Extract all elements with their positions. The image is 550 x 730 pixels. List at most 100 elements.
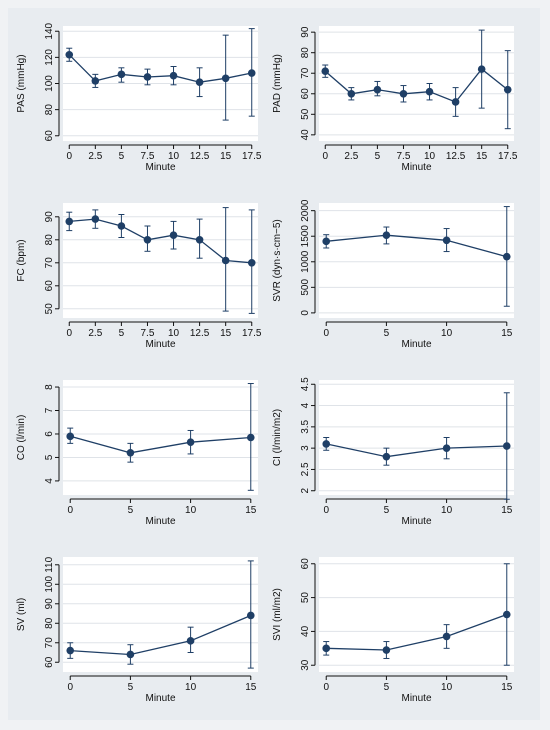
data-point <box>195 78 204 86</box>
y-tick-label: 80 <box>300 47 311 59</box>
x-axis-title: Minute <box>145 693 175 704</box>
y-tick-label: 4 <box>300 402 311 408</box>
y-tick-label: 80 <box>44 234 55 246</box>
y-axis-title: PAS (mmHg) <box>16 54 27 112</box>
data-point <box>65 50 74 59</box>
series-line <box>326 613 508 651</box>
data-point <box>321 67 330 75</box>
y-tick-label: 60 <box>44 130 55 142</box>
chart-ci: 2 2.5 3 3.5 4 4.5 0 5 10 15 Minute CI (l/min/m2) <box>264 362 534 537</box>
x-tick-label: 15 <box>220 151 232 162</box>
x-tick-label: 0 <box>322 151 328 162</box>
series-line <box>69 218 252 264</box>
x-tick-label: 5 <box>119 151 125 162</box>
y-axis-title: FC (bpm) <box>16 239 27 281</box>
y-tick-label: 1500 <box>300 225 311 248</box>
y-tick-label: 80 <box>44 104 55 116</box>
y-tick-label: 60 <box>300 558 311 570</box>
y-tick-label: 110 <box>44 556 55 572</box>
data-point <box>347 89 356 98</box>
plot-area <box>319 380 514 495</box>
y-tick-label: 500 <box>300 279 311 296</box>
data-point <box>246 611 255 620</box>
chart-sv-svg: 60 70 80 90 100 110 0 5 10 15 Minute SV (ml) <box>16 556 258 704</box>
y-tick-label: 4.5 <box>300 377 311 391</box>
y-tick-label: 6 <box>44 431 55 437</box>
y-tick-label: 90 <box>44 598 55 610</box>
x-tick-label: 10 <box>441 682 453 693</box>
data-point <box>442 236 451 245</box>
data-point <box>502 252 511 261</box>
data-point <box>65 217 74 226</box>
plot-area <box>319 203 514 318</box>
x-tick-label: 10 <box>185 682 197 693</box>
data-point <box>91 77 100 85</box>
y-tick-label: 80 <box>44 617 55 629</box>
series-line <box>326 443 507 458</box>
data-point <box>502 442 511 450</box>
data-point <box>126 650 135 659</box>
plot-area <box>63 557 258 672</box>
x-tick-label: 10 <box>168 151 180 162</box>
data-point <box>382 452 391 461</box>
y-tick-label: 70 <box>300 67 311 79</box>
y-tick-label: 70 <box>44 637 55 649</box>
chart-sv: 60 70 80 90 100 110 0 5 10 15 Minute SV (ml) <box>8 539 278 714</box>
y-tick-label: 0 <box>300 310 311 316</box>
y-tick-label: 50 <box>300 108 311 120</box>
y-tick-label: 90 <box>44 211 55 223</box>
x-tick-label: 10 <box>441 505 453 516</box>
data-point <box>117 222 126 230</box>
data-point <box>503 85 512 94</box>
data-point <box>91 215 100 223</box>
chart-pad: 40 50 60 70 80 90 0 2.5 5 7.5 10 12.5 15 17.5 Minute PA… <box>264 8 534 183</box>
y-tick-label: 60 <box>300 88 311 100</box>
y-tick-label: 40 <box>300 625 311 637</box>
data-point <box>451 98 460 106</box>
data-point <box>477 65 486 73</box>
y-tick-label: 7 <box>44 407 55 413</box>
data-point <box>66 646 75 655</box>
x-tick-label: 10 <box>441 328 453 339</box>
x-tick-label: 12.5 <box>190 328 210 339</box>
y-tick-label: 50 <box>44 303 55 315</box>
y-tick-label: 2000 <box>300 199 311 222</box>
data-point <box>322 644 331 653</box>
y-tick-label: 2.5 <box>300 462 311 476</box>
x-axis-title: Minute <box>401 162 431 173</box>
x-axis-title: Minute <box>401 693 431 704</box>
x-tick-label: 0 <box>66 151 72 162</box>
chart-co: 4 5 6 7 8 0 5 10 15 Minute CO (l/min) <box>8 362 278 537</box>
data-point <box>247 259 256 267</box>
chart-fc: 50 60 70 80 90 0 2.5 5 7.5 10 12.5 15 17.5 Minute FC (… <box>8 185 278 360</box>
data-point <box>143 73 152 81</box>
y-tick-label: 40 <box>300 129 311 141</box>
x-tick-label: 10 <box>168 328 180 339</box>
data-point <box>442 632 451 641</box>
data-point <box>221 74 230 83</box>
y-tick-label: 3 <box>300 445 311 451</box>
y-axis-title: SV (ml) <box>16 598 27 631</box>
series-line <box>70 435 251 454</box>
data-point <box>126 448 135 457</box>
y-axis-title: CI (l/min/m2) <box>272 409 283 466</box>
x-axis-title: Minute <box>145 516 175 527</box>
data-point <box>221 256 230 265</box>
series-line <box>324 68 509 103</box>
series-line <box>70 614 252 656</box>
y-tick-label: 50 <box>300 592 311 604</box>
x-tick-label: 12.5 <box>190 151 210 162</box>
data-point <box>382 646 391 654</box>
y-tick-label: 140 <box>44 22 55 39</box>
x-tick-label: 0 <box>323 505 329 516</box>
chart-svi: 30 40 50 60 0 5 10 15 Minute SVI (ml/m2) <box>264 539 534 714</box>
data-point <box>322 237 331 246</box>
chart-pas-svg: 60 80 100 120 140 0 2.5 5 7.5 10 12.5 15 17.5 Minute P… <box>16 22 262 173</box>
x-tick-label: 2.5 <box>88 151 102 162</box>
series-line <box>68 54 252 83</box>
chart-co-svg: 4 5 6 7 8 0 5 10 15 Minute CO (l/min) <box>16 380 258 527</box>
y-tick-label: 70 <box>44 257 55 269</box>
x-tick-label: 2.5 <box>344 151 358 162</box>
x-tick-label: 12.5 <box>446 151 466 162</box>
x-tick-label: 15 <box>245 505 257 516</box>
